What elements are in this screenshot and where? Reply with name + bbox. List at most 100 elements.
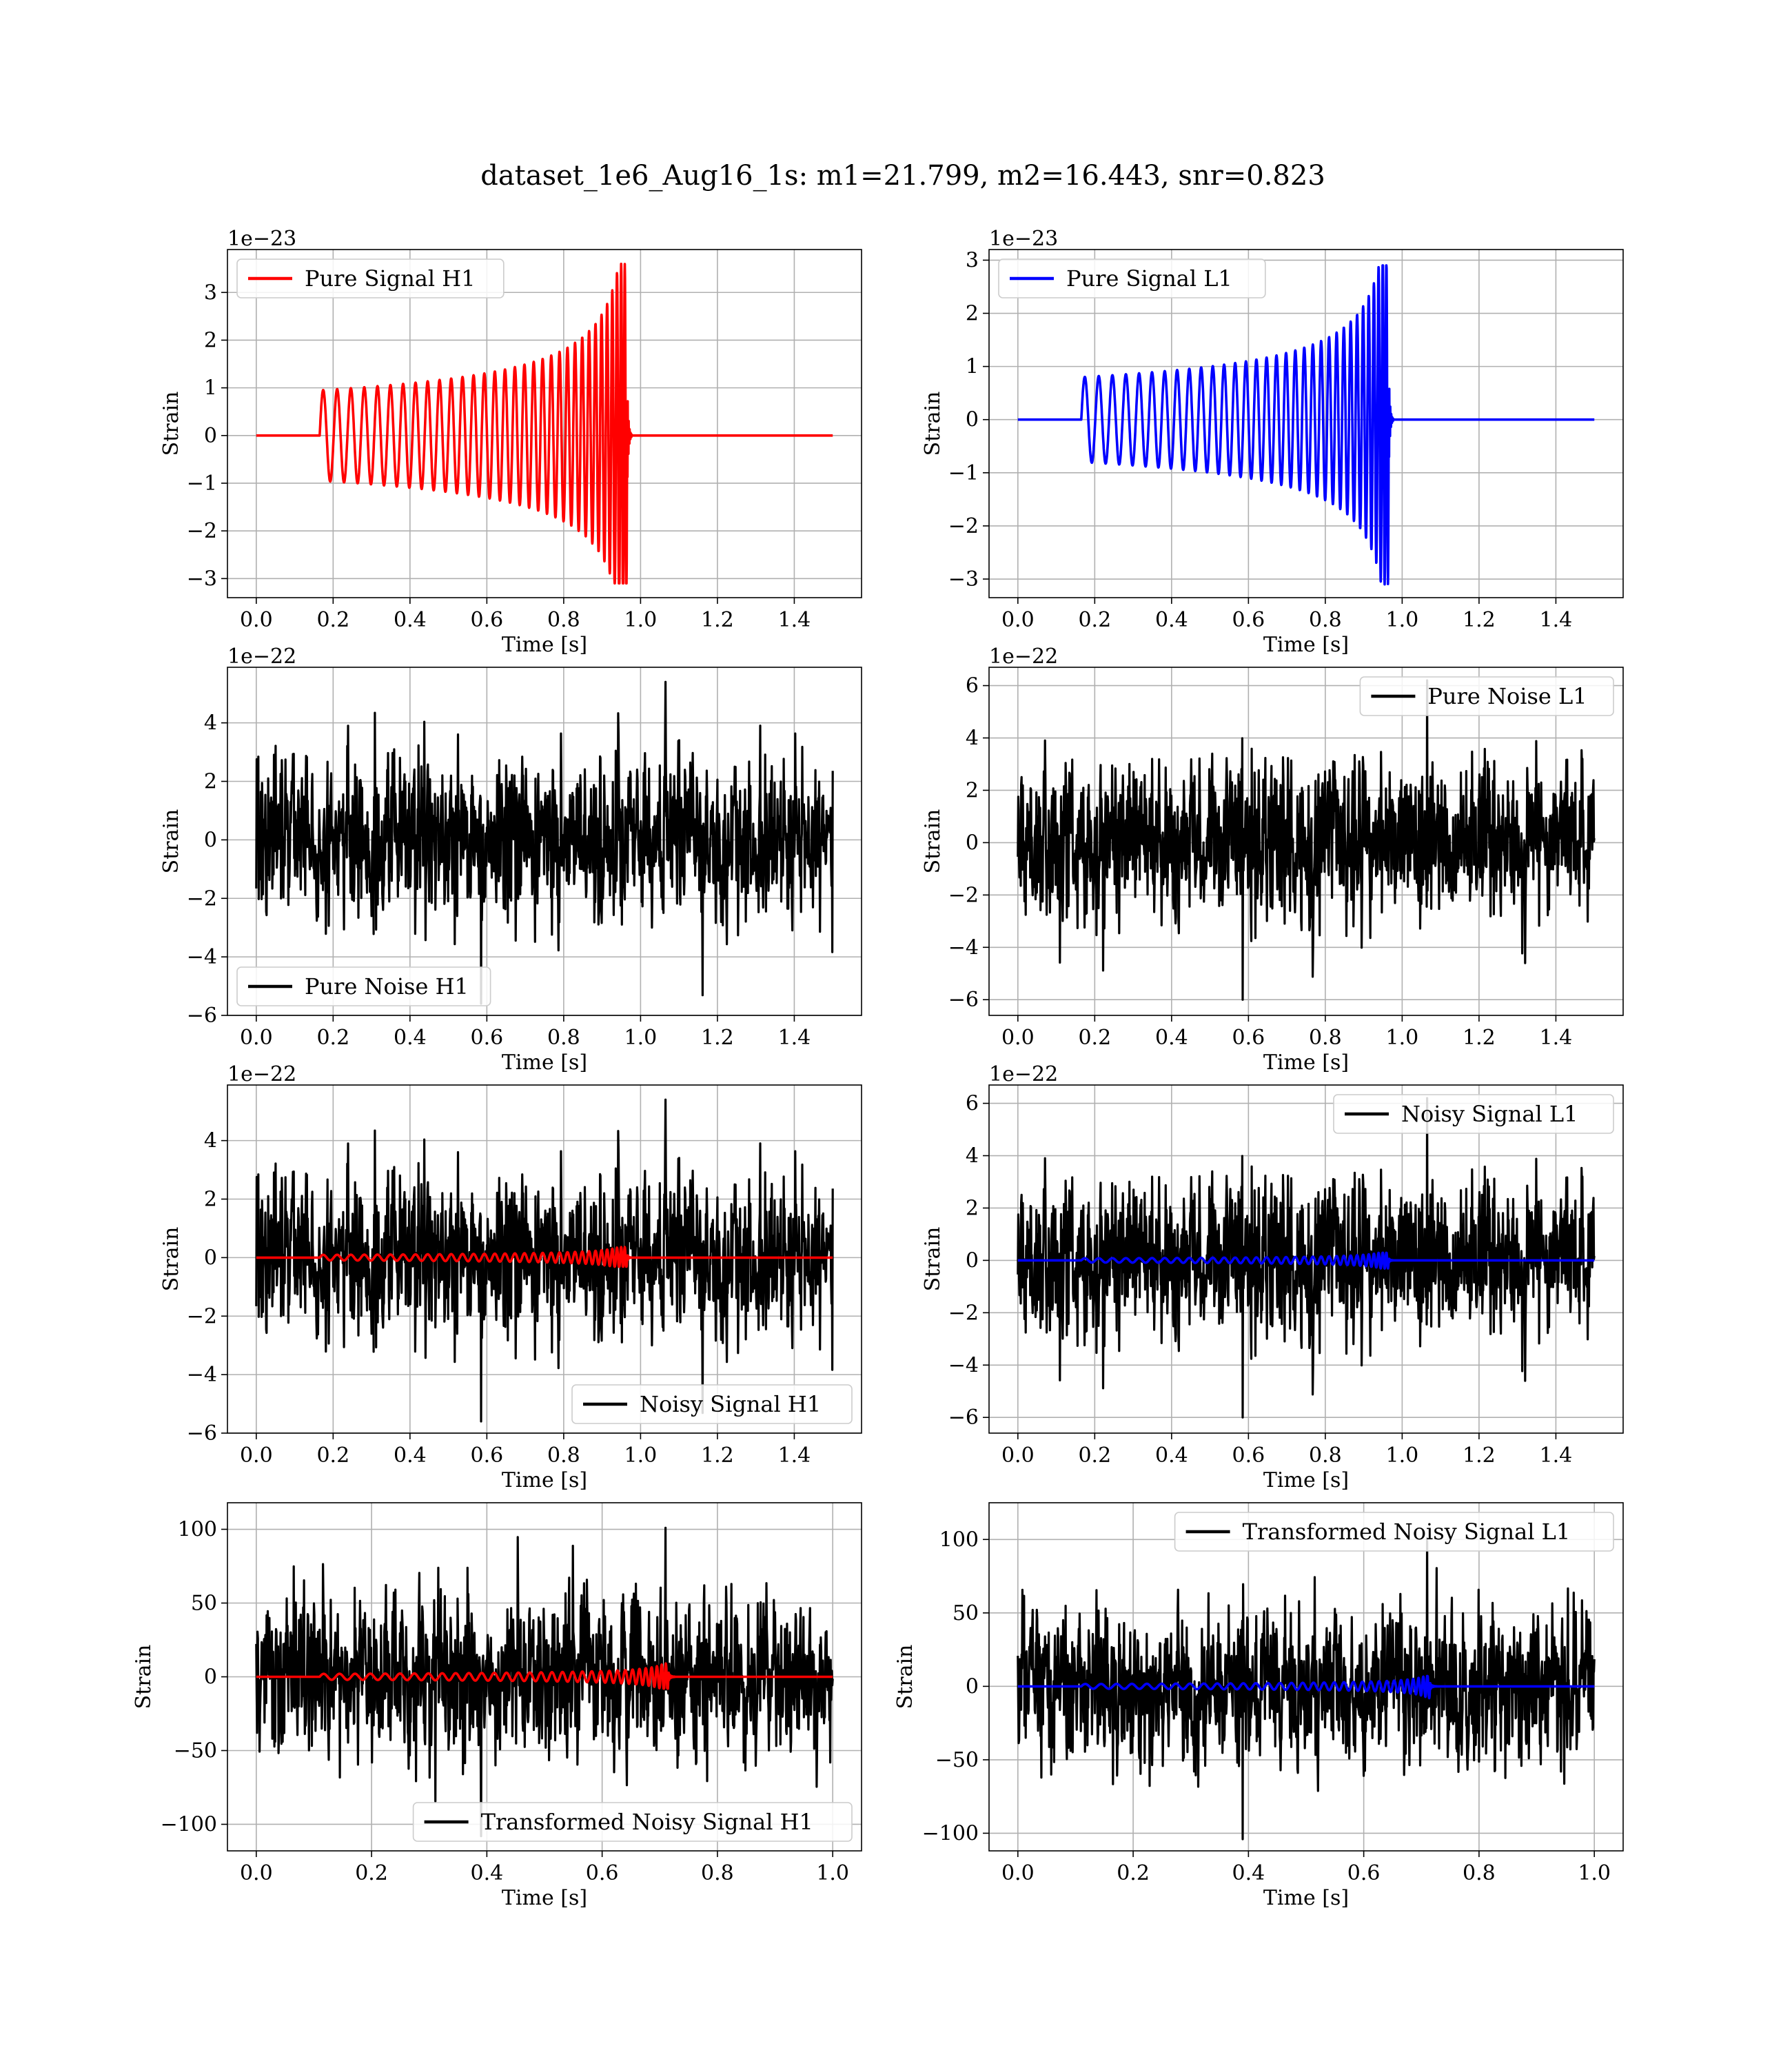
legend: Pure Noise L1 bbox=[1359, 676, 1614, 716]
x-tick-label: 0.6 bbox=[1232, 1443, 1265, 1468]
x-tick-label: 0.4 bbox=[394, 608, 427, 632]
series-line-2 bbox=[1017, 1674, 1596, 1700]
x-axis-label: Time [s] bbox=[502, 1886, 587, 1910]
subplot-2: 0.0 0.2 0.4 0.6 0.8 1.0 1.2 1.4 −3 −2 −1 0 1 2 3 Time [… bbox=[921, 227, 1624, 657]
y-tick-label: −100 bbox=[161, 1812, 217, 1836]
x-axis-label: Time [s] bbox=[1263, 1051, 1349, 1075]
y-tick-label: −4 bbox=[187, 1363, 217, 1387]
y-offset-label: 1e−22 bbox=[227, 1062, 296, 1086]
y-tick-label: −2 bbox=[187, 519, 217, 543]
y-tick-label: −2 bbox=[948, 1301, 979, 1325]
grid bbox=[227, 250, 862, 598]
y-axis-label: Strain bbox=[921, 392, 945, 456]
series-line-2 bbox=[255, 1246, 834, 1268]
x-tick-label: 1.0 bbox=[1386, 608, 1419, 632]
x-tick-label: 1.0 bbox=[1578, 1861, 1611, 1885]
x-tick-label: 0.2 bbox=[355, 1861, 388, 1885]
x-axis-label: Time [s] bbox=[502, 633, 587, 657]
x-tick-label: 0.4 bbox=[394, 1026, 427, 1050]
legend-label: Pure Signal L1 bbox=[1066, 265, 1232, 292]
y-offset-label: 1e−22 bbox=[989, 645, 1058, 669]
y-tick-label: −6 bbox=[187, 1421, 217, 1446]
series-line-2 bbox=[1017, 1251, 1596, 1270]
x-tick-label: 1.2 bbox=[701, 1443, 734, 1468]
y-tick-label: 2 bbox=[204, 328, 217, 352]
axes-frame bbox=[988, 1084, 1624, 1434]
x-tick-label: 1.4 bbox=[1540, 608, 1573, 632]
y-tick-label: 2 bbox=[204, 770, 217, 794]
y-axis-label: Strain bbox=[132, 1645, 156, 1710]
y-axis-label: Strain bbox=[159, 392, 183, 456]
y-offset-label: 1e−23 bbox=[989, 227, 1058, 251]
x-tick-label: 0.8 bbox=[547, 1443, 580, 1468]
legend-box bbox=[1359, 676, 1614, 716]
x-tick-label: 0.6 bbox=[1232, 1026, 1265, 1050]
x-tick-label: 0.8 bbox=[1309, 608, 1342, 632]
series-line-1 bbox=[255, 1098, 834, 1423]
legend-box bbox=[1174, 1512, 1614, 1552]
y-axis-label: Strain bbox=[921, 1227, 945, 1292]
x-tick-label: 1.2 bbox=[701, 1026, 734, 1050]
series-line-1 bbox=[255, 263, 834, 585]
legend-label: Pure Noise L1 bbox=[1427, 683, 1587, 709]
x-tick-label: 1.4 bbox=[1540, 1026, 1573, 1050]
legend-label: Pure Signal H1 bbox=[305, 265, 476, 292]
y-tick-label: 1 bbox=[966, 355, 979, 379]
x-tick-label: 0.4 bbox=[471, 1861, 504, 1885]
y-tick-label: 6 bbox=[966, 1092, 979, 1116]
x-tick-label: 1.2 bbox=[1463, 1026, 1496, 1050]
y-tick-label: −50 bbox=[174, 1738, 217, 1763]
x-tick-label: 1.4 bbox=[778, 608, 811, 632]
legend: Pure Noise H1 bbox=[236, 966, 491, 1006]
axes-frame bbox=[227, 1084, 862, 1434]
x-tick-label: 0.2 bbox=[316, 608, 349, 632]
x-tick-label: 0.2 bbox=[1078, 1026, 1111, 1050]
y-tick-label: −4 bbox=[187, 945, 217, 969]
y-tick-label: −2 bbox=[187, 1304, 217, 1328]
legend-box bbox=[571, 1384, 853, 1424]
x-tick-label: 1.0 bbox=[1386, 1026, 1419, 1050]
x-tick-label: 0.6 bbox=[1232, 608, 1265, 632]
y-offset-label: 1e−22 bbox=[989, 1062, 1058, 1086]
x-tick-label: 1.0 bbox=[816, 1861, 849, 1885]
subplot-3: 0.0 0.2 0.4 0.6 0.8 1.0 1.2 1.4 −6 −4 −2 0 2 4 Time [s… bbox=[159, 645, 862, 1075]
y-axis-label: Strain bbox=[921, 809, 945, 874]
x-axis-label: Time [s] bbox=[1263, 1468, 1349, 1492]
x-tick-label: 0.4 bbox=[1232, 1861, 1265, 1885]
y-tick-label: 2 bbox=[204, 1188, 217, 1212]
y-tick-label: 50 bbox=[953, 1601, 979, 1625]
series-line-1 bbox=[255, 680, 834, 1005]
axes-frame bbox=[988, 249, 1624, 598]
x-tick-label: 0.2 bbox=[1078, 608, 1111, 632]
x-tick-label: 0.6 bbox=[471, 608, 504, 632]
y-tick-label: 0 bbox=[966, 1248, 979, 1273]
legend-box bbox=[236, 258, 505, 298]
legend: Pure Signal L1 bbox=[998, 258, 1266, 298]
subplot-5: 0.0 0.2 0.4 0.6 0.8 1.0 1.2 1.4 −6 −4 −2 0 2 4 Time [s… bbox=[159, 1062, 862, 1492]
y-tick-label: −6 bbox=[948, 1406, 979, 1430]
y-tick-label: 0 bbox=[204, 1246, 217, 1270]
subplot-8: 0.0 0.2 0.4 0.6 0.8 1.0 −100 −50 0 50 100 Time [s] S… bbox=[893, 1502, 1624, 1910]
x-tick-label: 1.4 bbox=[1540, 1443, 1573, 1468]
x-tick-label: 0.8 bbox=[547, 1026, 580, 1050]
y-tick-label: 3 bbox=[204, 281, 217, 305]
y-tick-label: 100 bbox=[939, 1528, 979, 1552]
series-group bbox=[1017, 1537, 1596, 1841]
legend-label: Transformed Noisy Signal L1 bbox=[1243, 1519, 1571, 1545]
x-tick-label: 0.6 bbox=[586, 1861, 619, 1885]
x-tick-label: 1.2 bbox=[701, 608, 734, 632]
x-tick-label: 0.0 bbox=[1001, 1861, 1035, 1885]
y-tick-label: 0 bbox=[966, 408, 979, 432]
legend-label: Noisy Signal L1 bbox=[1401, 1101, 1578, 1127]
x-tick-label: 0.2 bbox=[1078, 1443, 1111, 1468]
subplot-1: 0.0 0.2 0.4 0.6 0.8 1.0 1.2 1.4 −3 −2 −1 0 1 2 3 Time [… bbox=[159, 227, 862, 657]
x-tick-label: 0.0 bbox=[240, 608, 273, 632]
x-tick-label: 0.0 bbox=[240, 1026, 273, 1050]
series-line-1 bbox=[1017, 679, 1596, 1001]
y-tick-label: −6 bbox=[187, 1004, 217, 1028]
x-tick-label: 0.8 bbox=[1309, 1026, 1342, 1050]
series-line-1 bbox=[1017, 264, 1596, 586]
y-tick-label: −2 bbox=[948, 514, 979, 538]
series-line-1 bbox=[1017, 1537, 1596, 1841]
